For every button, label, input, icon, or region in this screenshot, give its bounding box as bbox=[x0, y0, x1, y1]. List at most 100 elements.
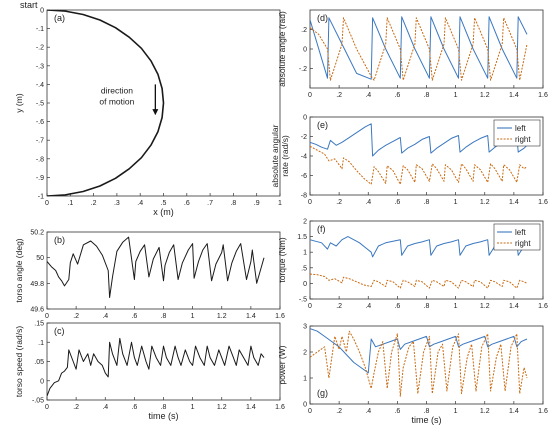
y-tick-label: -2 bbox=[301, 134, 307, 141]
panel-a: 0 .1 .2 .3 .4 .5 .6 .7 .8 .9 1 0 -.1 -.2 -.3 -.4 -.5 -.6 -… bbox=[14, 0, 282, 217]
x-tick-label: .4 bbox=[365, 303, 371, 310]
start-annotation: start bbox=[20, 0, 38, 10]
x-tick-label: 1.6 bbox=[538, 408, 548, 415]
x-tick-label: 1.4 bbox=[246, 313, 256, 320]
legend-label-left: left bbox=[515, 228, 526, 237]
x-tick-label: 1 bbox=[191, 313, 195, 320]
panel-label: (d) bbox=[317, 13, 328, 23]
x-tick-label: .2 bbox=[91, 200, 97, 207]
x-tick-label: 0 bbox=[45, 404, 49, 411]
panel-label: (a) bbox=[54, 13, 65, 23]
x-tick-label: 1.6 bbox=[538, 303, 548, 310]
y-tick-label: -.1 bbox=[36, 26, 44, 33]
x-tick-label: .2 bbox=[336, 303, 342, 310]
panel-c: 0.2.4.6.8 1 1.2 1.4 1.6-.050.05.1.15(c)time … bbox=[14, 321, 285, 422]
series-line-trajectory bbox=[47, 337, 265, 397]
x-tick-label: 1 bbox=[454, 199, 458, 206]
x-tick-label: .6 bbox=[394, 408, 400, 415]
series-line-trajectory bbox=[47, 236, 265, 298]
y-tick-label: 0 bbox=[303, 402, 307, 409]
x-tick-label: .2 bbox=[336, 92, 342, 99]
y-tick-label: 50.2 bbox=[30, 230, 44, 237]
x-tick-label: 1.4 bbox=[509, 408, 519, 415]
y-tick-label: -1 bbox=[38, 194, 44, 201]
y-tick-label: -.5 bbox=[299, 297, 307, 304]
y-tick-label: 0 bbox=[303, 115, 307, 122]
axes-box bbox=[46, 322, 281, 401]
y-axis-label: y (m) bbox=[14, 93, 24, 113]
x-tick-label: 1 bbox=[454, 92, 458, 99]
y-axis-label: absolute angle (rad) bbox=[277, 11, 287, 87]
x-tick-label: 0 bbox=[308, 92, 312, 99]
y-tick-label: 49.6 bbox=[30, 307, 44, 314]
y-axis-label: torque (Nm) bbox=[277, 237, 287, 283]
x-tick-label: 0 bbox=[45, 200, 49, 207]
series-line-left bbox=[310, 328, 528, 374]
y-tick-label: .05 bbox=[34, 359, 44, 366]
x-tick-label: .8 bbox=[424, 303, 430, 310]
y-tick-label: -.05 bbox=[32, 398, 44, 405]
y-tick-label: -8 bbox=[301, 193, 307, 200]
x-tick-label: .6 bbox=[394, 303, 400, 310]
y-tick-label: -.9 bbox=[36, 175, 44, 182]
series-line-trajectory bbox=[47, 10, 165, 196]
direction-arrow-head bbox=[152, 109, 159, 116]
x-tick-label: .4 bbox=[365, 92, 371, 99]
x-tick-label: .5 bbox=[161, 200, 167, 207]
x-tick-label: .2 bbox=[336, 199, 342, 206]
y-tick-label: -.2 bbox=[36, 45, 44, 52]
y-tick-label: 49.8 bbox=[30, 281, 44, 288]
y-axis-label-line: absolute angle (rad) bbox=[277, 11, 287, 87]
y-axis-label-line: y (m) bbox=[14, 93, 24, 113]
y-tick-label: -.4 bbox=[36, 82, 44, 89]
x-tick-label: 1.2 bbox=[480, 303, 490, 310]
panel-label: (c) bbox=[54, 326, 65, 336]
x-tick-label: 1 bbox=[278, 200, 282, 207]
x-tick-label: .4 bbox=[365, 199, 371, 206]
x-tick-label: .2 bbox=[73, 313, 79, 320]
y-tick-label: 2 bbox=[303, 219, 307, 226]
y-tick-label: .5 bbox=[301, 265, 307, 272]
x-tick-label: .3 bbox=[114, 200, 120, 207]
legend-box bbox=[493, 119, 541, 147]
x-tick-label: .9 bbox=[254, 200, 260, 207]
series-line-right bbox=[310, 17, 528, 81]
y-tick-label: .15 bbox=[34, 321, 44, 328]
y-tick-label: 0 bbox=[303, 47, 307, 54]
series-line-right bbox=[310, 145, 528, 185]
x-tick-label: 1 bbox=[454, 408, 458, 415]
panel-label: (f) bbox=[317, 224, 326, 234]
series-line-left bbox=[310, 123, 528, 157]
y-axis-label-line: torso speed (rad/s) bbox=[14, 326, 24, 398]
y-tick-label: -.3 bbox=[36, 63, 44, 70]
direction-annotation: of motion bbox=[99, 97, 134, 107]
y-tick-label: -.6 bbox=[36, 119, 44, 126]
x-tick-label: 1.4 bbox=[509, 199, 519, 206]
x-tick-label: .6 bbox=[131, 404, 137, 411]
x-tick-label: 1.6 bbox=[538, 199, 548, 206]
legend-label-left: left bbox=[515, 124, 526, 133]
panel-d: 0 .2 .4 .6 .8 1 1.2 1.4 1.6 -.2 0 .2 (d) absolute ang… bbox=[277, 9, 548, 99]
x-tick-label: .6 bbox=[131, 313, 137, 320]
x-tick-label: .8 bbox=[424, 199, 430, 206]
legend-box bbox=[493, 223, 541, 251]
x-tick-label: 1 bbox=[191, 404, 195, 411]
y-axis-label: torso angle (deg) bbox=[14, 238, 24, 302]
x-tick-label: 1.2 bbox=[217, 404, 227, 411]
x-tick-label: 1.2 bbox=[480, 92, 490, 99]
series-line-left bbox=[310, 236, 528, 258]
x-tick-label: .4 bbox=[365, 408, 371, 415]
x-axis-label: x (m) bbox=[153, 207, 174, 217]
x-tick-label: 1.4 bbox=[246, 404, 256, 411]
y-axis-label-line: rate (rad/s) bbox=[280, 135, 290, 177]
y-axis-label-line: power (W) bbox=[277, 345, 287, 384]
y-tick-label: -.2 bbox=[299, 66, 307, 73]
y-tick-label: 1 bbox=[303, 250, 307, 257]
x-tick-label: 1.6 bbox=[538, 92, 548, 99]
y-tick-label: 1.5 bbox=[297, 234, 307, 241]
panel-e: 0 .2 .4 .6 .8 1 1.2 1.4 1.6 -8 -6 -4 -2 0 (e) absolute … bbox=[270, 115, 548, 207]
y-tick-label: 2 bbox=[303, 350, 307, 357]
x-tick-label: .8 bbox=[230, 200, 236, 207]
y-tick-label: 3 bbox=[303, 324, 307, 331]
x-tick-label: .7 bbox=[207, 200, 213, 207]
